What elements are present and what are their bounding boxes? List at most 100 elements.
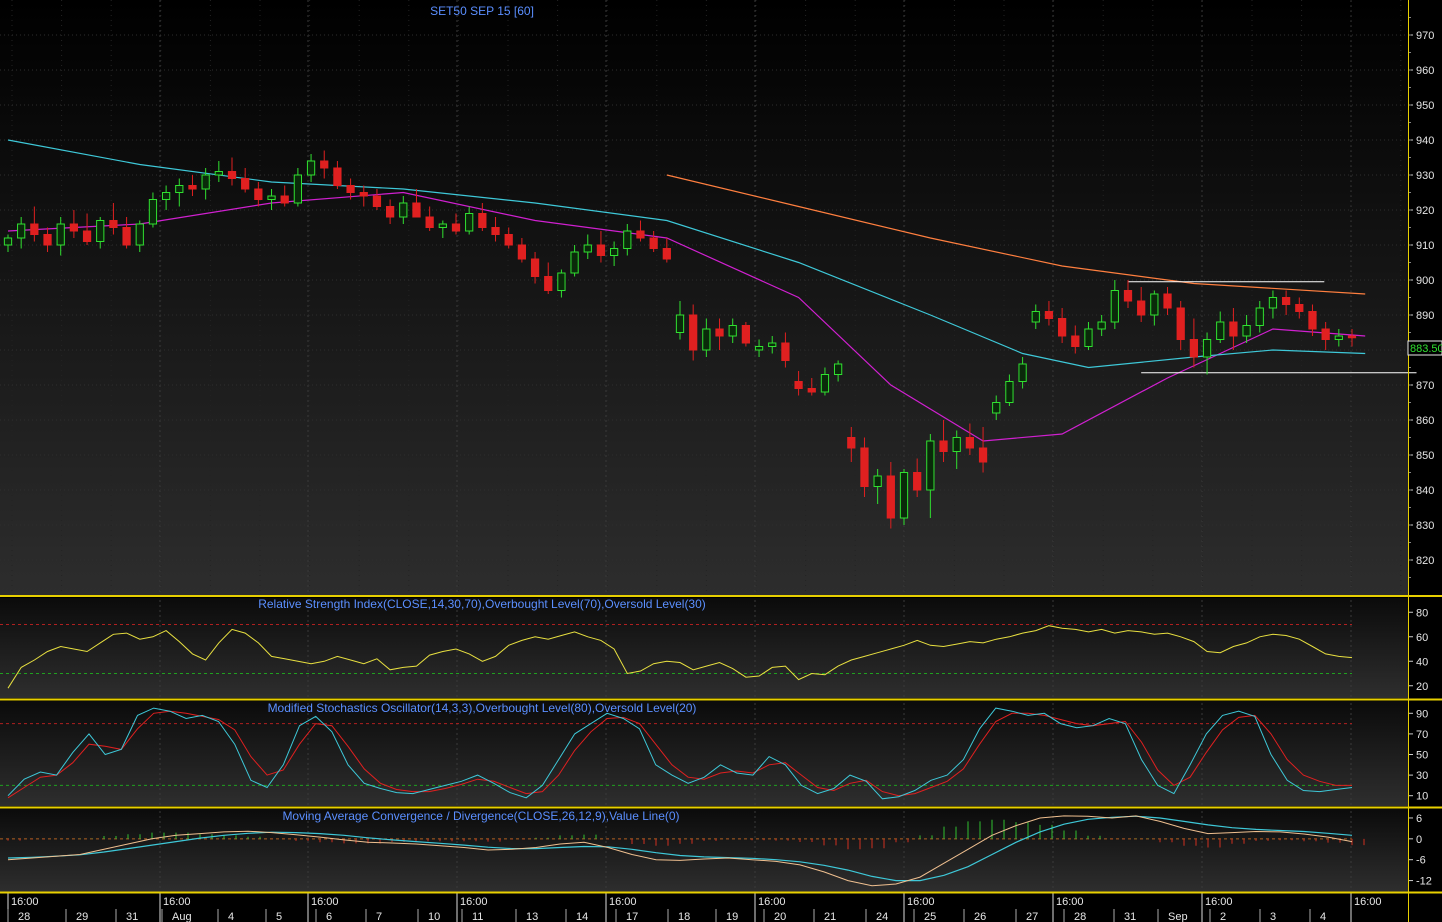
candle-down	[1189, 339, 1199, 358]
moving-average-line-3	[666, 174, 1366, 295]
candle-up	[96, 220, 105, 242]
right-axis[interactable]	[1408, 0, 1442, 922]
candle-down	[965, 437, 975, 449]
rsi-line	[7, 625, 1353, 689]
time-tick-label: 16:00	[1056, 896, 1084, 908]
last-price-badge	[1407, 340, 1442, 356]
price-tick-label: 890	[1416, 310, 1434, 322]
candle-up	[609, 248, 619, 256]
candle-down	[886, 475, 895, 519]
date-tick-label: 21	[824, 911, 836, 922]
candle-down	[913, 472, 922, 491]
date-tick-label: 2	[1220, 911, 1226, 922]
time-tick-label: 16:00	[758, 896, 786, 908]
candle-up	[1334, 335, 1343, 340]
price-tick-label: 850	[1416, 450, 1434, 462]
date-tick-label: 26	[974, 911, 986, 922]
time-tick-label: 16:00	[1354, 896, 1382, 908]
stochastic-panel[interactable]	[0, 701, 1408, 806]
stochastic-d-line	[7, 710, 1352, 799]
price-tick-label: 950	[1416, 100, 1434, 112]
candle-up	[1018, 363, 1027, 382]
price-tick-label: 910	[1416, 240, 1434, 252]
candle-down	[254, 188, 263, 200]
date-tick-label: 25	[924, 911, 936, 922]
candle-up	[17, 223, 26, 239]
candle-down	[596, 244, 606, 256]
stochastic-tick-label: 10	[1416, 791, 1428, 803]
candle-up	[438, 223, 447, 228]
candle-up	[754, 346, 764, 351]
candle-down	[227, 171, 237, 179]
candle-up	[465, 213, 474, 232]
stochastic-tick-label: 30	[1416, 770, 1428, 782]
date-tick-label: 10	[428, 911, 440, 922]
candle-down	[1071, 335, 1080, 347]
candle-down	[1308, 311, 1317, 330]
candle-up	[1242, 325, 1251, 337]
time-tick-label: 16:00	[11, 896, 39, 908]
candle-down	[122, 227, 131, 246]
candle-down	[280, 195, 289, 204]
price-tick-label: 820	[1416, 555, 1434, 567]
candle-down	[333, 167, 342, 186]
macd-tick-label: 6	[1416, 813, 1422, 825]
stochastic-tick-label: 70	[1416, 729, 1428, 741]
candle-up	[728, 325, 737, 337]
stochastic-tick-label: 90	[1416, 708, 1428, 720]
candle-up	[1268, 297, 1278, 309]
candle-down	[372, 195, 382, 207]
candle-up	[557, 272, 566, 291]
candle-down	[662, 248, 671, 260]
candle-down	[544, 276, 553, 291]
candle-down	[1163, 293, 1172, 309]
date-tick-label: 28	[1074, 911, 1086, 922]
candle-down	[478, 213, 487, 228]
date-tick-label: 20	[774, 911, 786, 922]
date-tick-label: 7	[376, 911, 382, 922]
price-tick-label: 940	[1416, 135, 1434, 147]
date-tick-label: 3	[1270, 911, 1276, 922]
stochastic-title: Modified Stochastics Oscillator(14,3,3),…	[268, 701, 697, 715]
candle-up	[899, 472, 909, 519]
candle-up	[214, 171, 223, 176]
candle-down	[241, 178, 250, 190]
date-tick-label: 6	[326, 911, 332, 922]
candle-down	[1123, 290, 1133, 302]
price-tick-label: 970	[1416, 30, 1434, 42]
candle-down	[689, 314, 698, 351]
date-tick-label: 27	[1026, 911, 1038, 922]
date-tick-label: 31	[126, 911, 138, 922]
date-tick-label: 19	[726, 911, 738, 922]
date-tick-label: 4	[228, 911, 234, 922]
candle-down	[1229, 321, 1238, 337]
candle-up	[1216, 321, 1225, 340]
candle-up	[399, 202, 408, 218]
candle-down	[781, 342, 790, 361]
date-tick-label: Aug	[172, 911, 192, 922]
candle-up	[820, 374, 830, 393]
candle-down	[359, 192, 368, 197]
rsi-tick-label: 80	[1416, 607, 1428, 619]
candle-up	[56, 223, 65, 246]
candle-down	[741, 325, 751, 344]
price-panel[interactable]	[0, 0, 1408, 595]
time-tick-label: 16:00	[907, 896, 935, 908]
candle-down	[860, 447, 869, 487]
candle-down	[939, 440, 948, 452]
candle-up	[583, 244, 592, 253]
candle-up	[1084, 328, 1093, 347]
price-tick-label: 860	[1416, 415, 1434, 427]
candle-down	[69, 223, 79, 232]
candle-up	[570, 251, 579, 274]
macd-panel[interactable]	[0, 809, 1408, 892]
date-tick-label: 31	[1124, 911, 1136, 922]
rsi-panel[interactable]	[0, 598, 1408, 698]
date-tick-label: 14	[576, 911, 588, 922]
candle-up	[175, 185, 184, 193]
candle-down	[1044, 311, 1054, 319]
date-tick-label: 29	[76, 911, 88, 922]
candle-down	[43, 234, 52, 246]
